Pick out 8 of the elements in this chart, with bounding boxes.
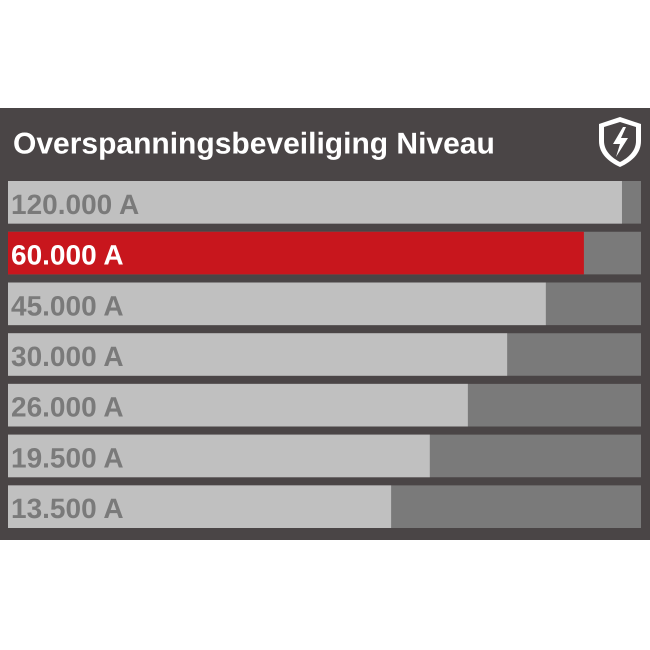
chart-title: Overspanningsbeveiliging Niveau: [13, 128, 495, 160]
y-tick-label: 45.000 A: [11, 290, 124, 322]
y-tick-label: 120.000 A: [11, 188, 140, 220]
y-tick-label: 13.500 A: [11, 493, 124, 524]
y-tick-label: 60.000 A: [11, 240, 124, 271]
y-tick-label: 30.000 A: [11, 341, 124, 372]
y-tick-label: 19.500 A: [11, 442, 124, 474]
y-tick-label: 26.000 A: [11, 392, 124, 423]
